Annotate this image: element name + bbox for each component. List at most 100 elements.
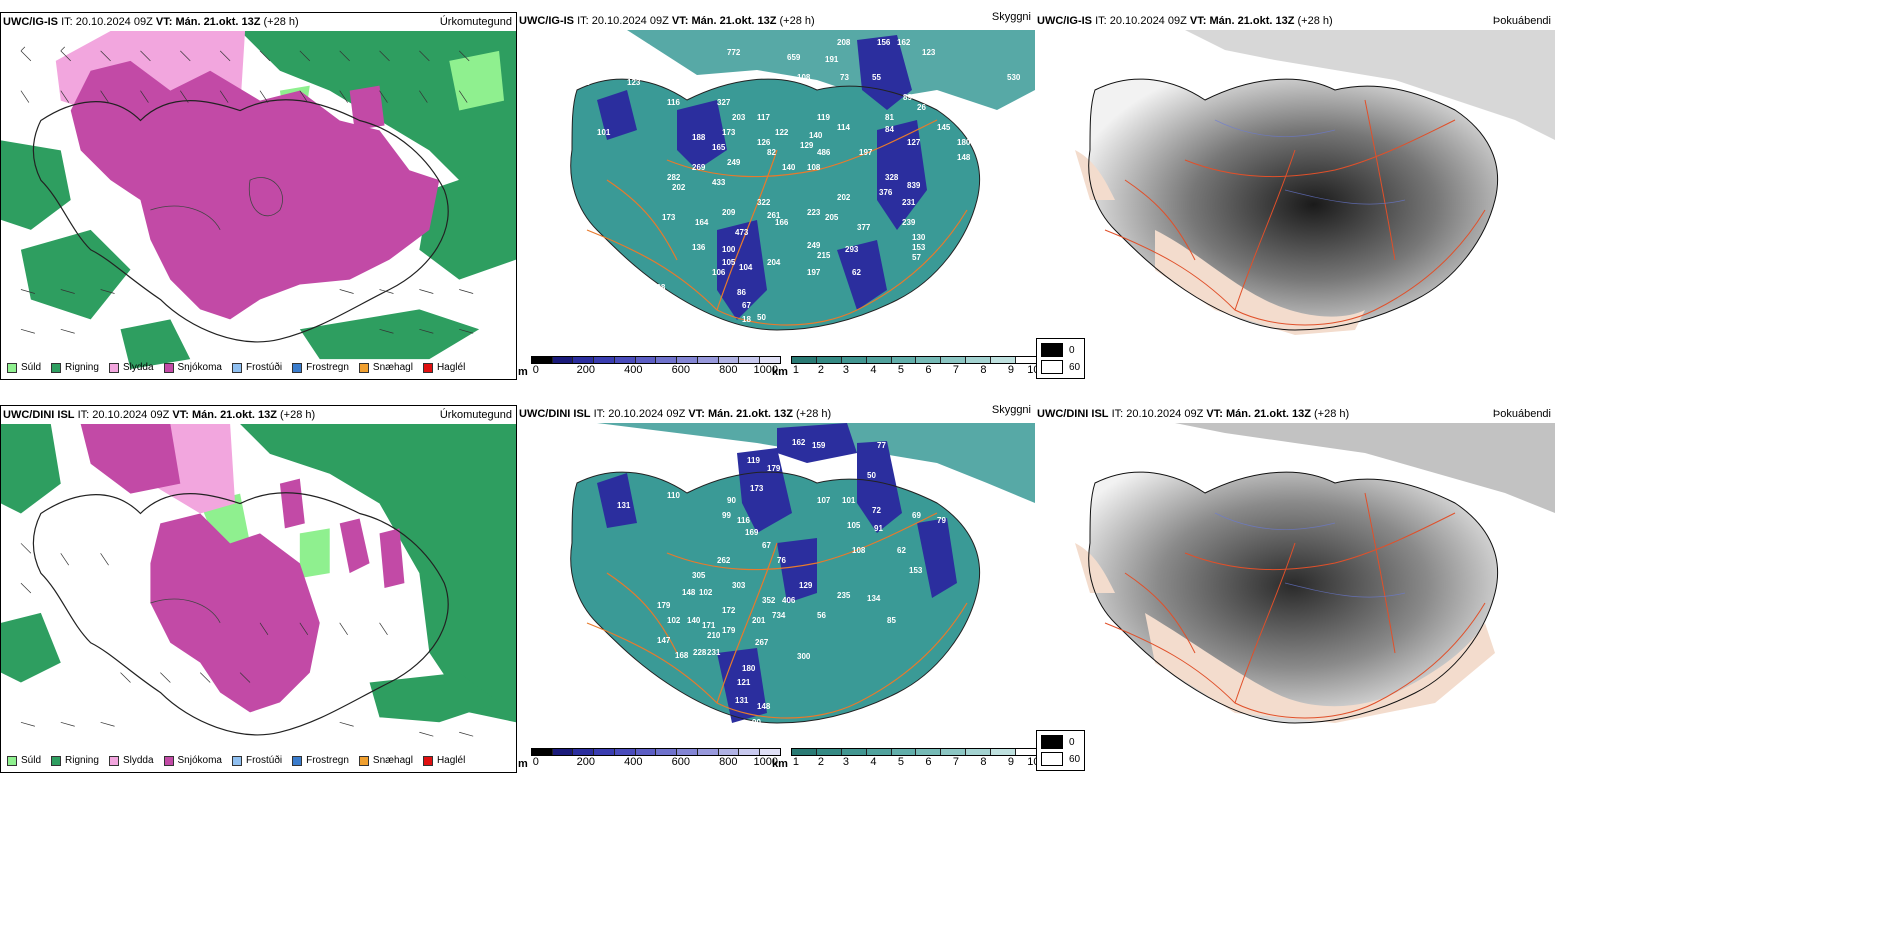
svg-text:136: 136 <box>692 243 706 252</box>
vt-label: VT: <box>671 15 689 27</box>
svg-text:121: 121 <box>737 678 751 687</box>
vt-time: Mán. 21.okt. 13Z <box>707 408 793 420</box>
legend-label: Súld <box>21 755 42 766</box>
colorbar-tick: 800 <box>719 364 738 376</box>
colorbar-tick: 5 <box>897 756 904 768</box>
legend-swatch <box>231 755 242 766</box>
model-name: UWC/IG-IS <box>1037 15 1092 27</box>
vt-time: Mán. 21.okt. 13Z <box>691 15 777 27</box>
panel-title: Þokuábendi <box>1492 408 1551 420</box>
legend-item: Súld <box>7 362 41 373</box>
colorbar-tick: 3 <box>842 756 849 768</box>
svg-text:171: 171 <box>702 621 716 630</box>
legend-item: Snjókoma <box>163 755 222 766</box>
colorbar-tick: 0 <box>532 756 539 768</box>
precip-legend: Súld Rigning Slydda Snjókoma Frostúði Fr… <box>7 755 465 766</box>
svg-text:116: 116 <box>667 98 680 107</box>
svg-text:305: 305 <box>692 571 706 580</box>
svg-text:108: 108 <box>807 163 821 172</box>
svg-text:140: 140 <box>809 131 823 140</box>
svg-text:116: 116 <box>737 516 750 525</box>
svg-text:56: 56 <box>817 611 826 620</box>
svg-text:164: 164 <box>695 218 709 227</box>
panel-header: UWC/IG-IS IT: 20.10.2024 09Z VT: Mán. 21… <box>1035 12 1555 30</box>
svg-text:140: 140 <box>782 163 796 172</box>
svg-text:209: 209 <box>722 208 736 217</box>
svg-text:67: 67 <box>742 301 751 310</box>
visibility-labels: 162 159 77 119 179 124 51 50 143 86 128 … <box>617 438 946 727</box>
svg-text:140: 140 <box>687 616 701 625</box>
legend-label: Snæhagl <box>372 362 413 373</box>
colorbar-tick: 600 <box>671 364 690 376</box>
colorbar-tick: 200 <box>576 756 595 768</box>
svg-text:228: 228 <box>693 648 707 657</box>
svg-text:202: 202 <box>837 193 851 202</box>
svg-text:188: 188 <box>692 133 706 142</box>
legend-swatch <box>163 755 174 766</box>
colorbar-tick: 0 <box>532 364 539 376</box>
svg-text:282: 282 <box>667 173 681 182</box>
colorbar-tick: 4 <box>870 364 877 376</box>
legend-swatch <box>231 362 242 373</box>
svg-text:231: 231 <box>707 648 721 657</box>
model-name: UWC/IG-IS <box>3 16 58 28</box>
fog-map[interactable] <box>1035 30 1555 342</box>
svg-text:169: 169 <box>745 528 759 537</box>
svg-text:235: 235 <box>837 591 851 600</box>
svg-text:79: 79 <box>937 516 946 525</box>
legend-label: Rigning <box>65 362 99 373</box>
svg-text:772: 772 <box>727 48 741 57</box>
vt-time: Mán. 21.okt. 13Z <box>1225 408 1311 420</box>
colorbar-tick: 9 <box>1007 756 1014 768</box>
colorbar-tick: 6 <box>925 364 932 376</box>
svg-text:734: 734 <box>772 611 786 620</box>
svg-text:123: 123 <box>922 48 936 57</box>
legend-label: Haglél <box>436 755 466 766</box>
svg-text:50: 50 <box>867 471 876 480</box>
svg-text:205: 205 <box>825 213 839 222</box>
vt-label: VT: <box>1189 15 1207 27</box>
visibility-map[interactable]: 776 208 156 162 123 218 105 772 659 191 … <box>517 30 1035 352</box>
svg-text:91: 91 <box>874 524 883 533</box>
svg-text:352: 352 <box>762 596 776 605</box>
svg-text:117: 117 <box>632 461 645 470</box>
legend-swatch <box>422 755 433 766</box>
visibility-map-svg: 162 159 77 119 179 124 51 50 143 86 128 … <box>517 423 1035 745</box>
legend-label: Snjókoma <box>177 362 222 373</box>
svg-text:162: 162 <box>792 438 806 447</box>
svg-text:433: 433 <box>712 178 726 187</box>
colorbar-unit: m <box>518 366 528 378</box>
legend-item: Snæhagl <box>358 755 413 766</box>
svg-text:322: 322 <box>757 198 771 207</box>
svg-text:122: 122 <box>775 128 789 137</box>
svg-text:102: 102 <box>667 616 681 625</box>
svg-text:130: 130 <box>912 233 926 242</box>
svg-text:179: 179 <box>657 601 671 610</box>
visibility-map[interactable]: 162 159 77 119 179 124 51 50 143 86 128 … <box>517 423 1035 745</box>
svg-text:156: 156 <box>877 38 891 47</box>
legend-label: Frostregn <box>306 755 349 766</box>
legend-swatch <box>1041 360 1063 374</box>
svg-text:148: 148 <box>957 153 971 162</box>
vt-label: VT: <box>1206 408 1223 420</box>
fog-map[interactable] <box>1035 423 1555 730</box>
legend-swatch <box>422 362 433 373</box>
height-colorbar-row1: m 0 200 400 600 800 1000 <box>518 356 781 378</box>
svg-text:89: 89 <box>903 93 912 102</box>
svg-text:191: 191 <box>825 55 839 64</box>
svg-text:143: 143 <box>902 481 916 490</box>
svg-text:51: 51 <box>847 466 856 475</box>
svg-text:126: 126 <box>757 138 771 147</box>
precip-map[interactable] <box>1 31 516 379</box>
legend-label: Snæhagl <box>372 755 413 766</box>
svg-text:134: 134 <box>867 594 881 603</box>
colorbar-tick: 2 <box>817 756 824 768</box>
visibility-labels: 776 208 156 162 123 218 105 772 659 191 … <box>577 38 1021 324</box>
it-time: 20.10.2024 09Z <box>591 15 669 27</box>
precip-map[interactable] <box>1 424 516 772</box>
svg-text:123: 123 <box>627 78 641 87</box>
colorbar-tick: 5 <box>897 364 904 376</box>
svg-text:162: 162 <box>897 38 911 47</box>
svg-text:148: 148 <box>757 702 771 711</box>
panel-header: UWC/DINI ISL IT: 20.10.2024 09Z VT: Mán.… <box>1 406 516 424</box>
